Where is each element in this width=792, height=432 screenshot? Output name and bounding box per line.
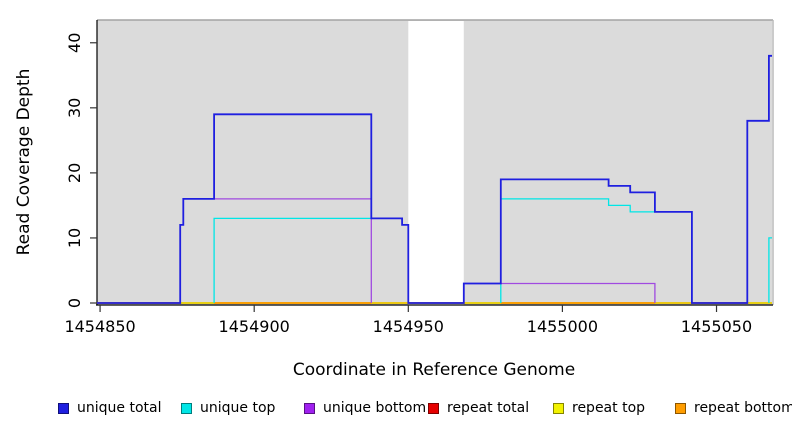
plot-area: 1454850 1454900 1454950 1455000 1455050 0 10 20… bbox=[64, 19, 774, 336]
repeat-bottom-swatch-icon bbox=[675, 402, 686, 414]
legend-label-repeat-top: repeat top bbox=[572, 400, 646, 416]
legend-label-unique-bottom: unique bottom bbox=[323, 400, 427, 416]
svg-text:1454900: 1454900 bbox=[219, 317, 290, 336]
svg-text:1455000: 1455000 bbox=[527, 317, 598, 336]
legend-item-repeat-bottom: repeat bottom bbox=[675, 399, 792, 417]
y-axis-title: Read Coverage Depth bbox=[14, 68, 34, 256]
legend-item-repeat-total: repeat total bbox=[428, 399, 529, 417]
legend-item-unique-total: unique total bbox=[58, 399, 161, 417]
legend-label-repeat-bottom: repeat bottom bbox=[694, 400, 792, 416]
svg-text:30: 30 bbox=[65, 98, 84, 118]
unique-top-swatch-icon bbox=[181, 402, 192, 414]
legend-item-unique-top: unique top bbox=[181, 399, 275, 417]
svg-text:1455050: 1455050 bbox=[681, 317, 752, 336]
svg-text:1454950: 1454950 bbox=[373, 317, 444, 336]
unique-bottom-swatch-icon bbox=[304, 402, 315, 414]
svg-text:1454850: 1454850 bbox=[64, 317, 135, 336]
x-axis-title: Coordinate in Reference Genome bbox=[292, 360, 576, 380]
repeat-top-swatch-icon bbox=[553, 402, 564, 414]
unique-total-swatch-icon bbox=[58, 402, 69, 414]
legend-label-unique-total: unique total bbox=[77, 400, 162, 416]
legend-label-repeat-total: repeat total bbox=[447, 400, 530, 416]
svg-text:10: 10 bbox=[65, 228, 84, 248]
repeat-total-swatch-icon bbox=[428, 402, 439, 414]
svg-text:0: 0 bbox=[65, 298, 84, 308]
svg-text:20: 20 bbox=[65, 163, 84, 183]
legend-label-unique-top: unique top bbox=[200, 400, 276, 416]
svg-text:40: 40 bbox=[65, 33, 84, 53]
legend-item-repeat-top: repeat top bbox=[553, 399, 645, 417]
legend-item-unique-bottom: unique bottom bbox=[304, 399, 426, 417]
